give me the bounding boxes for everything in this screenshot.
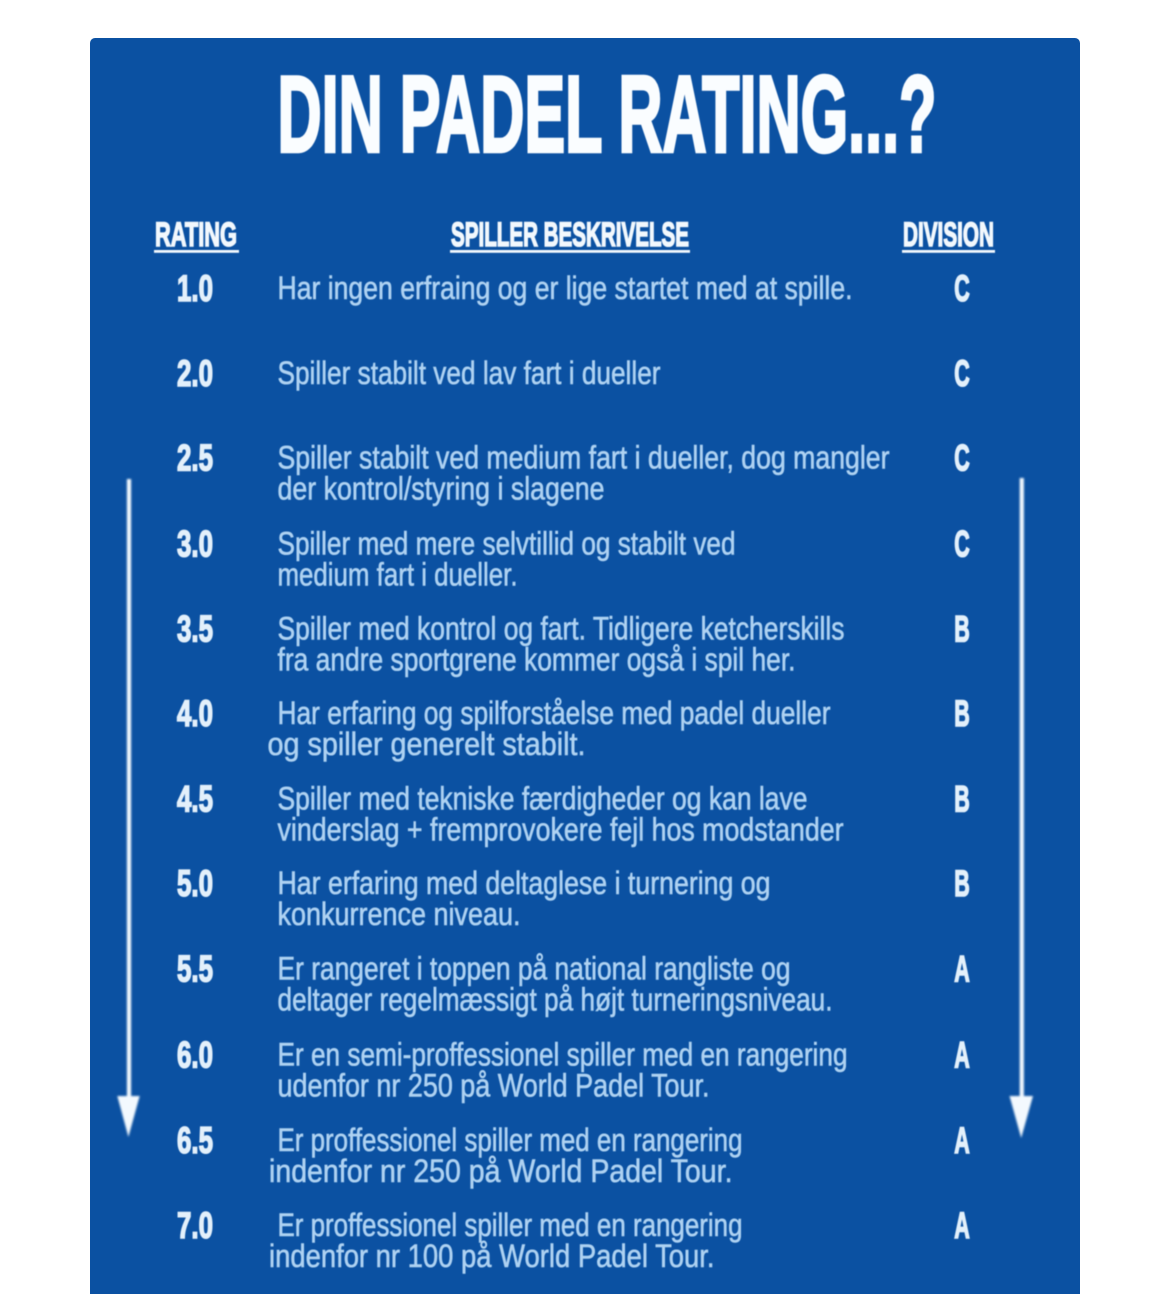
svg-text:B: B — [954, 863, 970, 904]
svg-text:3.0: 3.0 — [177, 524, 213, 565]
svg-text:DIVISION: DIVISION — [903, 216, 994, 254]
svg-text:7.0: 7.0 — [177, 1205, 213, 1246]
svg-text:vinderslag + fremprovokere fej: vinderslag + fremprovokere fejl hos mods… — [278, 812, 844, 848]
svg-text:B: B — [954, 609, 970, 650]
svg-text:fra andre sportgrene kommer og: fra andre sportgrene kommer også i spil … — [278, 642, 796, 678]
svg-text:1.0: 1.0 — [177, 268, 213, 309]
svg-text:C: C — [954, 353, 970, 394]
svg-text:der kontrol/styring i slagene: der kontrol/styring i slagene — [278, 471, 605, 507]
svg-text:5.0: 5.0 — [177, 863, 213, 904]
svg-text:C: C — [954, 524, 970, 565]
svg-text:3.5: 3.5 — [177, 609, 213, 650]
svg-text:SPILLER BESKRIVELSE: SPILLER BESKRIVELSE — [451, 216, 689, 254]
svg-text:Er rangeret i toppen på nation: Er rangeret i toppen på national ranglis… — [278, 951, 791, 987]
svg-text:5.5: 5.5 — [177, 949, 213, 990]
svg-text:Spiller stabilt ved medium far: Spiller stabilt ved medium fart i duelle… — [278, 440, 890, 476]
svg-text:A: A — [954, 1035, 970, 1076]
svg-text:Har ingen erfraing og er lige: Har ingen erfraing og er lige startet me… — [278, 270, 853, 306]
svg-text:indenfor nr 250 på World Padel: indenfor nr 250 på World Padel Tour. — [269, 1153, 733, 1189]
svg-text:medium fart i dueller.: medium fart i dueller. — [278, 557, 518, 593]
svg-text:Spiller med mere selvtillid og: Spiller med mere selvtillid og stabilt v… — [278, 526, 736, 562]
svg-text:konkurrence niveau.: konkurrence niveau. — [278, 896, 521, 932]
svg-text:6.0: 6.0 — [177, 1035, 213, 1076]
svg-text:Spiller stabilt ved lav fart i: Spiller stabilt ved lav fart i dueller — [278, 355, 661, 391]
svg-text:2.0: 2.0 — [177, 353, 213, 394]
svg-text:4.5: 4.5 — [177, 779, 213, 820]
svg-text:Har erfaring med deltaglese i: Har erfaring med deltaglese i turnering … — [278, 865, 771, 901]
svg-text:B: B — [954, 779, 970, 820]
svg-text:6.5: 6.5 — [177, 1120, 213, 1161]
svg-text:udenfor nr 250 på World Padel: udenfor nr 250 på World Padel Tour. — [278, 1068, 710, 1104]
svg-text:Spiller med kontrol og fart. T: Spiller med kontrol og fart. Tidligere k… — [278, 611, 845, 647]
svg-text:Har erfaring og spilforståelse: Har erfaring og spilforståelse med padel… — [278, 695, 831, 731]
svg-text:2.5: 2.5 — [177, 438, 213, 479]
svg-text:A: A — [954, 949, 970, 990]
svg-text:C: C — [954, 268, 970, 309]
svg-text:RATING: RATING — [155, 216, 237, 254]
svg-text:B: B — [954, 693, 970, 734]
svg-text:Er en semi-proffessionel spill: Er en semi-proffessionel spiller med en … — [278, 1037, 848, 1073]
svg-text:4.0: 4.0 — [177, 693, 213, 734]
svg-text:og spiller generelt stabilt.: og spiller generelt stabilt. — [268, 726, 586, 762]
svg-text:Er proffessionel spiller med e: Er proffessionel spiller med en rangerin… — [278, 1207, 743, 1243]
svg-text:Spiller med tekniske færdighed: Spiller med tekniske færdigheder og kan … — [278, 781, 808, 817]
svg-text:indenfor nr 100 på World Padel: indenfor nr 100 på World Padel Tour. — [269, 1238, 715, 1274]
svg-text:DIN PADEL RATING...?: DIN PADEL RATING...? — [278, 53, 937, 174]
svg-text:Er proffessionel spiller med e: Er proffessionel spiller med en rangerin… — [278, 1122, 743, 1158]
svg-text:deltager regelmæssigt på højt: deltager regelmæssigt på højt turnerings… — [278, 982, 833, 1018]
svg-text:A: A — [954, 1120, 970, 1161]
svg-text:A: A — [954, 1205, 970, 1246]
svg-text:C: C — [954, 438, 970, 479]
